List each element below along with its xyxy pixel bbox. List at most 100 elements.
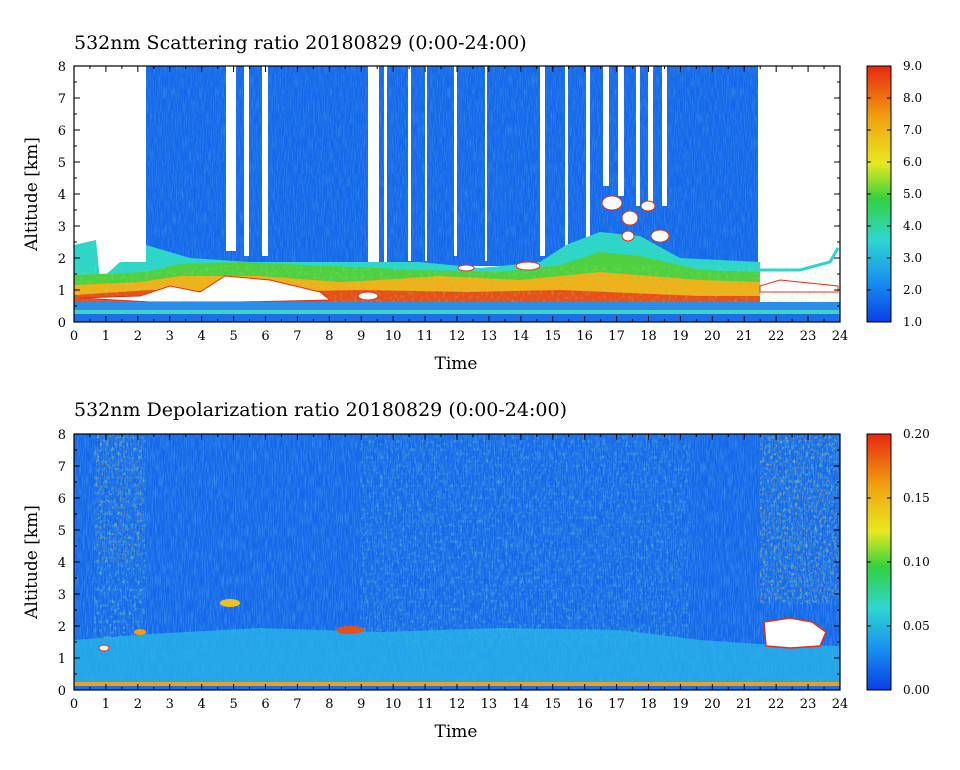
depolarization-ratio-panel: 532nm Depolarization ratio 20180829 (0:0…	[22, 399, 930, 742]
x-tick-label: 12	[449, 697, 466, 712]
x-tick-label: 15	[544, 697, 561, 712]
y-tick-label: 8	[58, 60, 66, 75]
colorbar-tick-label: 7.0	[903, 123, 922, 137]
x-tick-label: 22	[768, 697, 785, 712]
x-tick-label: 22	[768, 329, 785, 344]
x-tick-label: 0	[70, 329, 78, 344]
x-tick-label: 19	[672, 697, 689, 712]
colorbar-tick-label: 2.0	[903, 283, 922, 297]
y-tick-label: 4	[58, 188, 66, 203]
y-tick-label: 1	[58, 284, 66, 299]
y-tick-label: 8	[58, 428, 66, 443]
x-tick-label: 9	[357, 697, 365, 712]
depolarization-speckle-regions	[94, 434, 838, 644]
y-tick-label: 1	[58, 652, 66, 667]
x-tick-label: 6	[261, 329, 269, 344]
x-tick-label: 24	[832, 697, 849, 712]
x-tick-label: 17	[608, 329, 625, 344]
y-tick-label: 3	[58, 588, 66, 603]
colorbar-tick-label: 3.0	[903, 251, 922, 265]
scattering-ratio-panel: 532nm Scattering ratio 20180829 (0:00-24…	[22, 32, 922, 374]
x-tick-label: 21	[736, 697, 753, 712]
depolarization-saturated-patch	[763, 617, 827, 649]
x-tick-label: 16	[576, 329, 593, 344]
depolarization-ratio-axes: 0 1 2 3 4 5 6 7 8 9 10 11 12 13 14 15 16 17 18 19 20 21 22 23 24…	[58, 428, 849, 712]
depolarization-ratio-plot-area	[74, 434, 840, 690]
depolarization-ratio-ylabel: Altitude [km]	[22, 505, 42, 620]
y-tick-label: 0	[58, 684, 66, 699]
colorbar-tick-label: 0.05	[903, 619, 930, 633]
y-tick-label: 5	[58, 156, 66, 171]
y-tick-label: 7	[58, 92, 66, 107]
colorbar-tick-label: 6.0	[903, 155, 922, 169]
x-tick-label: 4	[198, 329, 206, 344]
y-tick-label: 5	[58, 524, 66, 539]
y-tick-label: 4	[58, 556, 66, 571]
colorbar-tick-label: 4.0	[903, 219, 922, 233]
x-tick-label: 19	[672, 329, 689, 344]
scattering-ratio-colorbar: 1.0 2.0 3.0 4.0 5.0 6.0 7.0 8.0 9.0	[866, 59, 922, 329]
colorbar-tick-label: 1.0	[903, 315, 922, 329]
y-tick-label: 7	[58, 460, 66, 475]
y-tick-label: 0	[58, 316, 66, 331]
colorbar-tick-label: 0.00	[903, 683, 930, 697]
scattering-ratio-ylabel: Altitude [km]	[22, 137, 42, 252]
x-tick-label: 18	[640, 329, 657, 344]
depolarization-ratio-xlabel: Time	[435, 722, 478, 742]
y-tick-label: 6	[58, 124, 66, 139]
x-tick-label: 14	[513, 329, 530, 344]
x-tick-label: 17	[608, 697, 625, 712]
scattering-ratio-axes: 0 1 2 3 4 5 6 7 8 9 10 11 12 13 14 15 16 17 18 19 20 21 22 23 24…	[58, 60, 849, 344]
x-tick-label: 8	[325, 329, 333, 344]
x-tick-label: 11	[417, 697, 434, 712]
scattering-ratio-xlabel: Time	[435, 354, 478, 374]
x-tick-label: 8	[325, 697, 333, 712]
x-tick-label: 12	[449, 329, 466, 344]
x-tick-label: 1	[102, 697, 110, 712]
x-tick-label: 4	[198, 697, 206, 712]
x-tick-label: 23	[800, 697, 817, 712]
x-tick-label: 13	[481, 329, 498, 344]
x-tick-label: 15	[544, 329, 561, 344]
x-tick-label: 10	[385, 697, 402, 712]
x-tick-label: 5	[229, 697, 237, 712]
colorbar-tick-label: 5.0	[903, 187, 922, 201]
x-tick-label: 1	[102, 329, 110, 344]
x-tick-label: 9	[357, 329, 365, 344]
y-tick-label: 6	[58, 492, 66, 507]
x-tick-label: 24	[832, 329, 849, 344]
colorbar-tick-label: 9.0	[903, 59, 922, 73]
x-tick-label: 7	[293, 329, 301, 344]
scattering-ratio-title: 532nm Scattering ratio 20180829 (0:00-24…	[74, 32, 527, 54]
x-tick-label: 3	[166, 697, 174, 712]
x-tick-label: 11	[417, 329, 434, 344]
x-tick-label: 10	[385, 329, 402, 344]
x-tick-label: 20	[704, 697, 721, 712]
x-tick-label: 21	[736, 329, 753, 344]
x-tick-label: 3	[166, 329, 174, 344]
y-tick-label: 2	[58, 252, 66, 267]
scattering-ratio-plot-area	[74, 66, 840, 322]
x-tick-label: 20	[704, 329, 721, 344]
colorbar-tick-label: 0.15	[903, 491, 930, 505]
x-tick-label: 2	[134, 697, 142, 712]
x-tick-label: 7	[293, 697, 301, 712]
x-tick-label: 23	[800, 329, 817, 344]
scattering-data-gaps	[226, 66, 667, 271]
x-tick-label: 14	[513, 697, 530, 712]
colorbar-tick-label: 0.20	[903, 427, 930, 441]
depolarization-ratio-title: 532nm Depolarization ratio 20180829 (0:0…	[74, 399, 567, 421]
x-tick-label: 5	[229, 329, 237, 344]
y-tick-label: 2	[58, 620, 66, 635]
x-tick-label: 2	[134, 329, 142, 344]
x-tick-label: 16	[576, 697, 593, 712]
y-tick-label: 3	[58, 220, 66, 235]
depolarization-low-layer	[74, 628, 840, 686]
colorbar-tick-label: 8.0	[903, 91, 922, 105]
x-tick-label: 6	[261, 697, 269, 712]
scattering-saturated-patches	[79, 195, 839, 303]
x-tick-label: 18	[640, 697, 657, 712]
depolarization-ratio-colorbar: 0.00 0.05 0.10 0.15 0.20	[866, 427, 930, 697]
x-tick-label: 0	[70, 697, 78, 712]
